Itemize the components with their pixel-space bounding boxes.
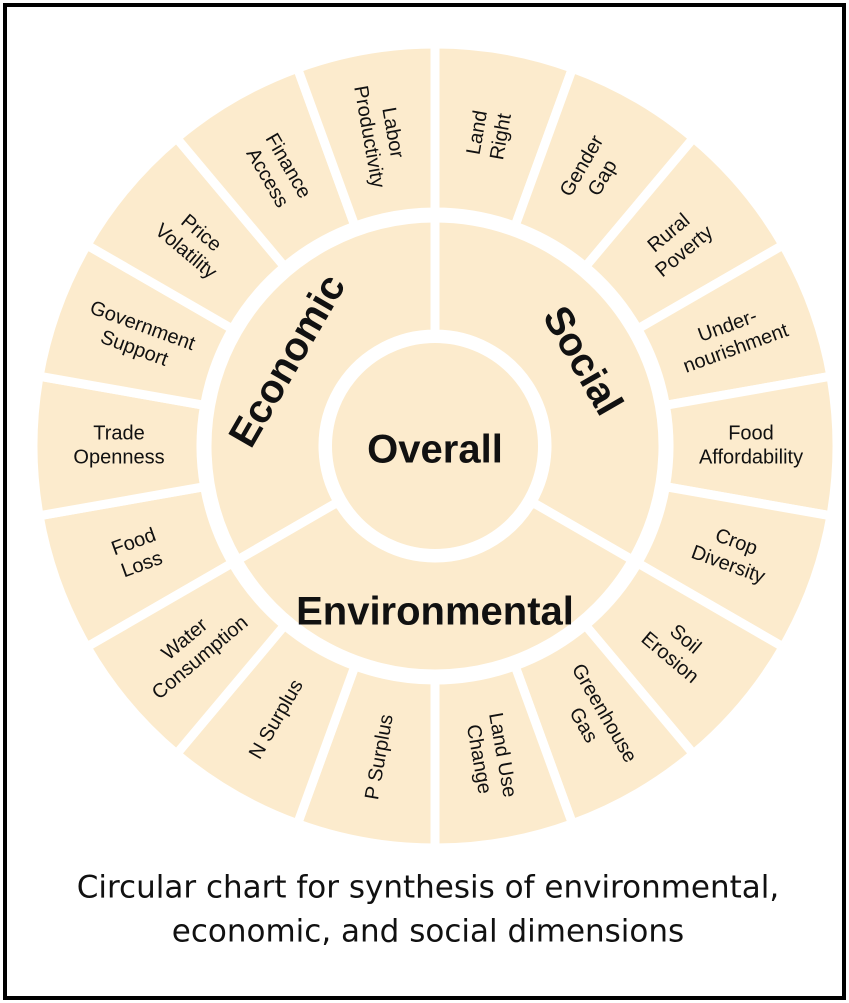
dimension-label: Environmental (296, 590, 574, 634)
indicator-label: Affordability (699, 446, 803, 468)
indicator-label: Openness (73, 446, 164, 468)
indicator-label: Food (728, 422, 774, 444)
dimension-sector (202, 213, 440, 567)
center-label: Overall (367, 428, 503, 472)
wheel: FoodLossTradeOpennessGovernmentSupportPr… (28, 39, 842, 853)
indicator-label: Trade (93, 422, 145, 444)
dimension-sector (231, 495, 639, 679)
caption: economic, and social dimensions (172, 914, 684, 950)
dimension-sector (430, 213, 668, 567)
caption: Circular chart for synthesis of environm… (77, 870, 780, 906)
center-circle (326, 337, 544, 555)
indicator-sector (80, 556, 291, 761)
